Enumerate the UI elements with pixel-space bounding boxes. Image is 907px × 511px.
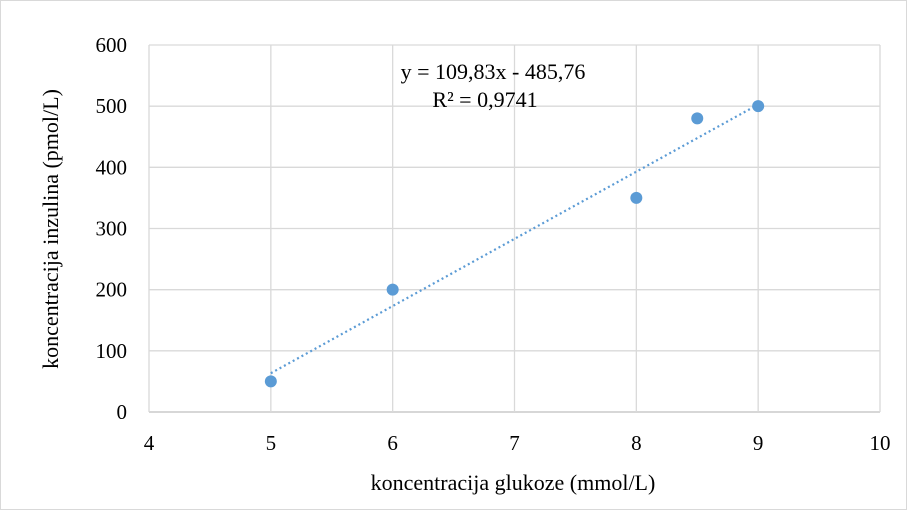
y-tick-label: 200: [96, 278, 128, 302]
data-point: [691, 112, 704, 125]
x-tick-label: 5: [266, 431, 277, 455]
x-tick-labels: 4 5 6 7 8 9 10: [144, 431, 891, 455]
gridlines: [148, 44, 881, 413]
y-tick-label: 100: [96, 339, 128, 363]
data-points: [264, 100, 765, 388]
x-tick-label: 9: [753, 431, 764, 455]
x-tick-label: 10: [870, 431, 891, 455]
x-tick-label: 7: [509, 431, 520, 455]
y-tick-label: 400: [96, 155, 128, 179]
data-point: [264, 375, 277, 388]
x-tick-label: 8: [631, 431, 642, 455]
y-tick-label: 500: [96, 94, 128, 118]
x-tick-label: 4: [144, 431, 155, 455]
y-tick-label: 300: [96, 217, 128, 241]
y-axis-title: koncentracija inzulina (pmol/L): [38, 89, 63, 369]
trendline-equation: y = 109,83x - 485,76: [401, 59, 586, 84]
x-axis-title: koncentracija glukoze (mmol/L): [371, 470, 656, 495]
data-point: [752, 100, 765, 113]
y-tick-label: 0: [117, 400, 128, 424]
y-tick-label: 600: [96, 33, 128, 57]
data-point: [386, 283, 399, 296]
trendline-r-squared: R² = 0,9741: [432, 87, 537, 112]
y-tick-labels: 0 100 200 300 400 500 600: [96, 33, 128, 424]
x-tick-label: 6: [387, 431, 398, 455]
data-point: [630, 191, 643, 204]
